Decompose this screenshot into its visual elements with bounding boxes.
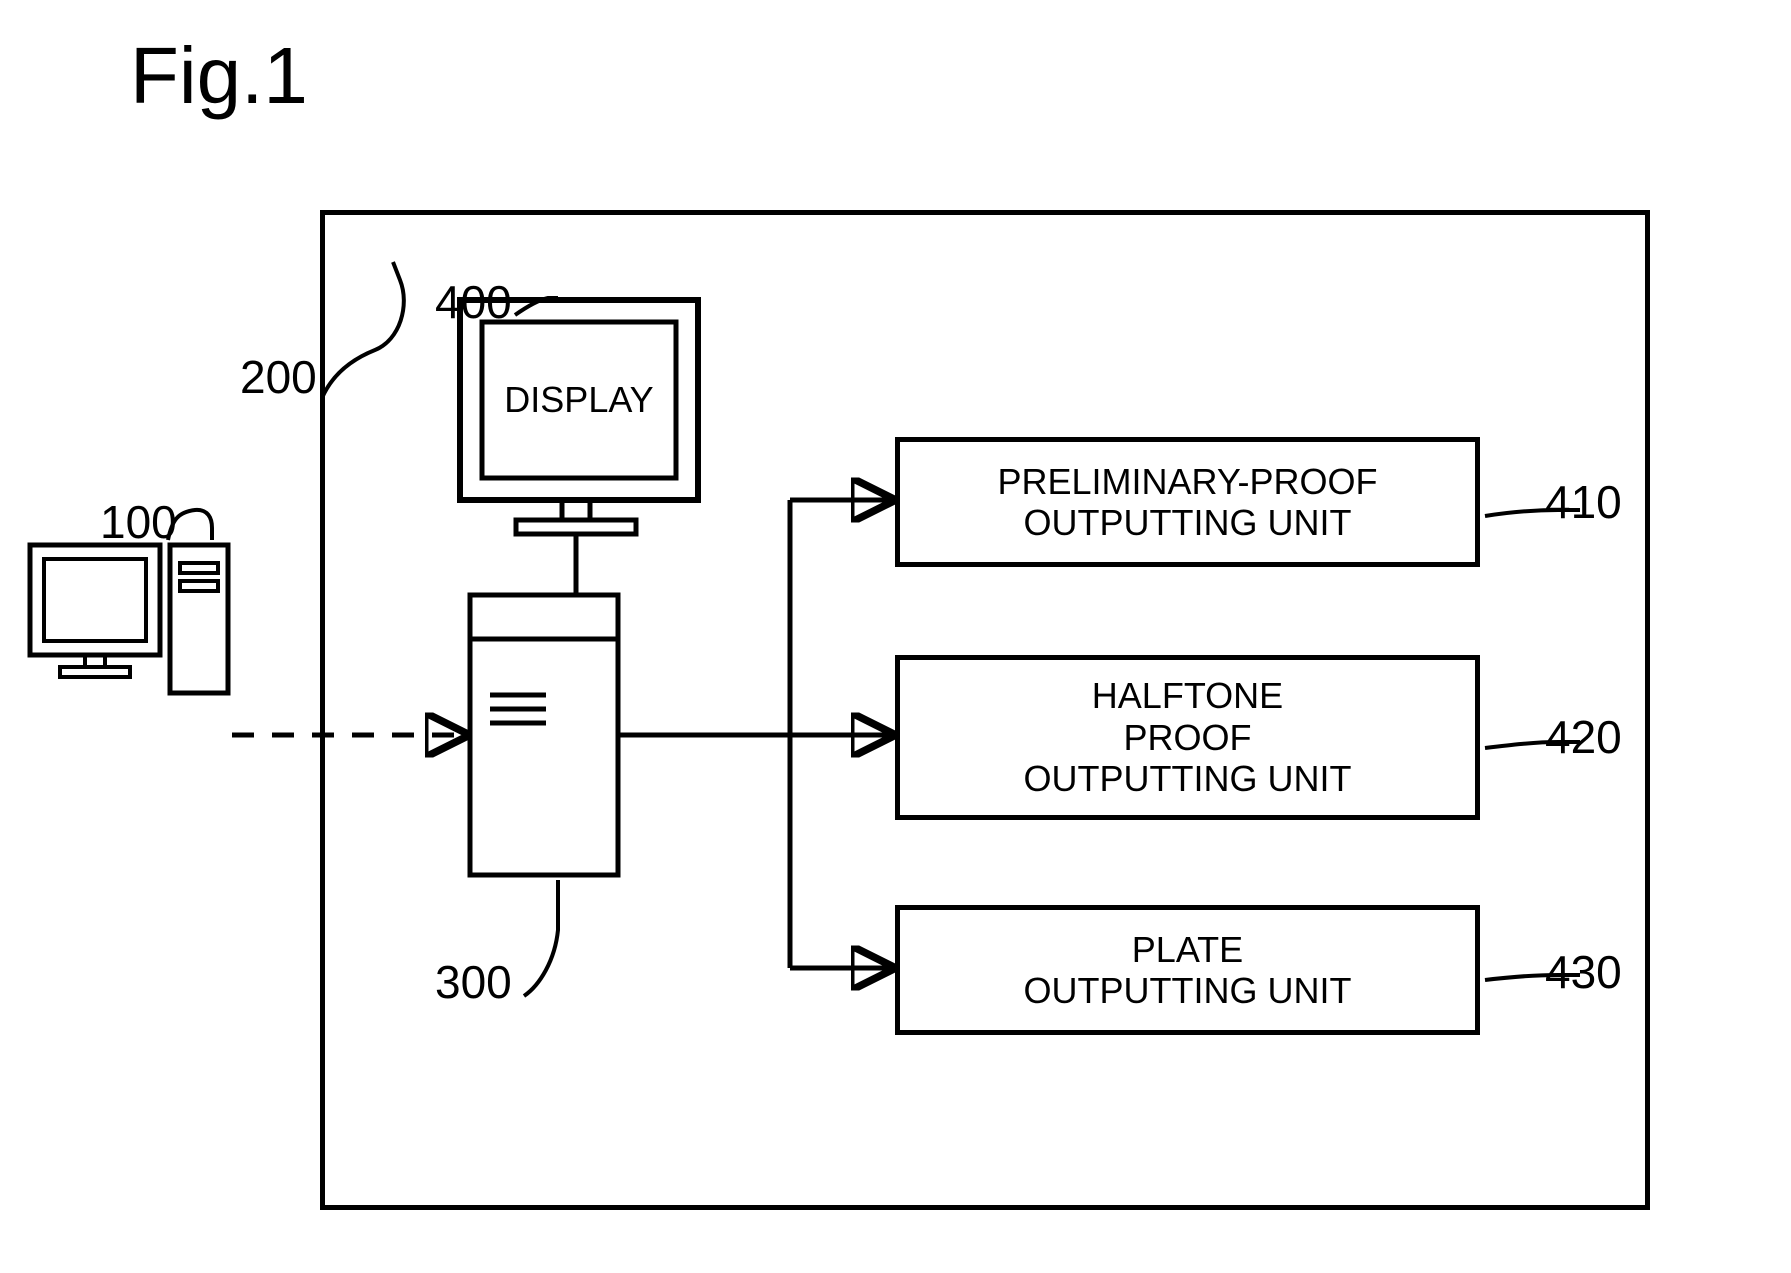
leader-lines xyxy=(168,262,1580,996)
diagram-svg xyxy=(0,0,1791,1273)
display-icon xyxy=(460,300,698,534)
client-pc-icon xyxy=(30,545,228,693)
server-icon xyxy=(470,595,618,875)
